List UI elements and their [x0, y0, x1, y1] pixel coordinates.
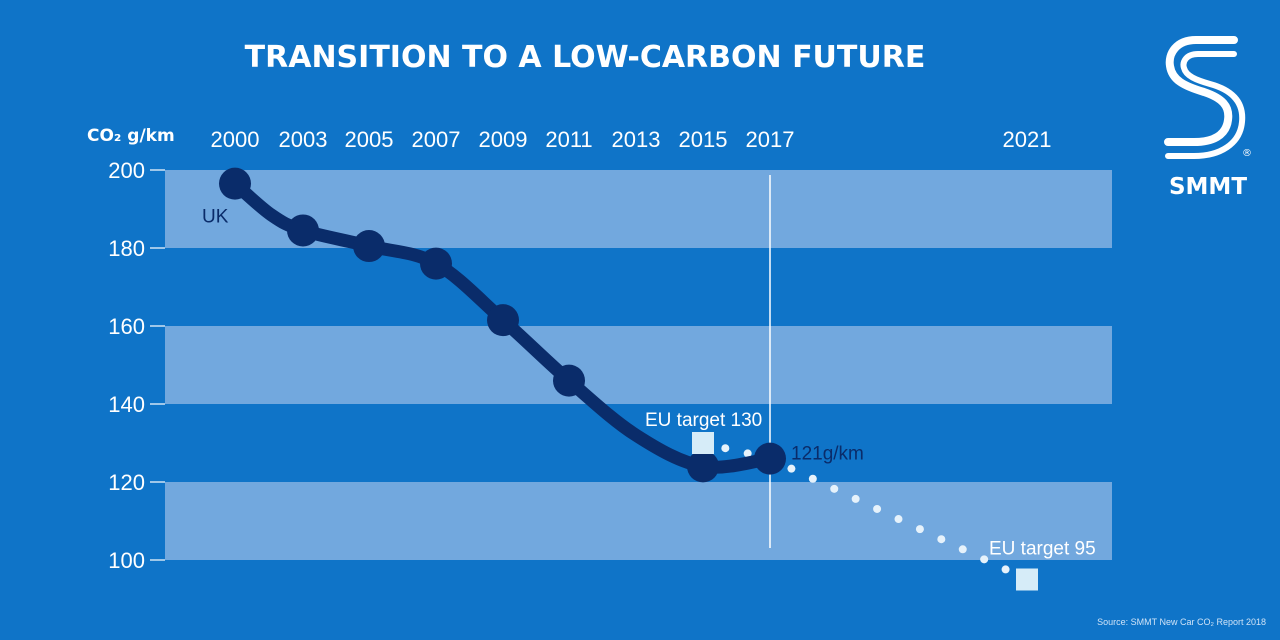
- y-tick-label: 180: [108, 236, 145, 261]
- uk-data-point: [687, 450, 719, 483]
- uk-data-point: [219, 167, 251, 200]
- chart-title: TRANSITION TO A LOW-CARBON FUTURE: [245, 40, 926, 75]
- projection-dot: [743, 449, 752, 458]
- uk-data-point: [420, 247, 452, 280]
- smmt-logo: ® SMMT: [1164, 36, 1252, 200]
- projection-dot: [958, 545, 967, 554]
- y-axis-label: CO₂ g/km: [87, 126, 175, 146]
- y-tick-label: 160: [108, 314, 145, 339]
- x-tick-label: 2013: [612, 127, 661, 152]
- projection-dot: [894, 515, 903, 524]
- x-tick-label: 2011: [545, 127, 592, 152]
- uk-data-point: [287, 214, 319, 247]
- projection-dot: [915, 525, 924, 534]
- uk-data-point: [553, 364, 585, 397]
- x-tick-label: 2003: [279, 127, 328, 152]
- logo-text: SMMT: [1169, 174, 1247, 200]
- x-tick-label: 2000: [211, 127, 260, 152]
- value-annotation-121: 121g/km: [791, 444, 864, 465]
- projection-dot: [721, 444, 730, 453]
- projection-dot: [873, 504, 882, 513]
- band-1: [165, 326, 1112, 404]
- projection-dot: [980, 555, 989, 564]
- eu-target-marker: [692, 432, 714, 454]
- smmt-logo-mark: [1164, 36, 1238, 146]
- x-tick-label: 2021: [1003, 127, 1052, 152]
- uk-data-point: [754, 442, 786, 475]
- projection-dot: [937, 535, 946, 544]
- eu-target-marker: [1016, 568, 1038, 591]
- y-tick-label: 140: [108, 392, 145, 417]
- projection-dot: [1001, 565, 1010, 574]
- uk-data-point: [353, 230, 385, 263]
- eu-target-130-label: EU target 130: [645, 410, 762, 431]
- projection-dot: [787, 464, 796, 473]
- registered-mark: ®: [1242, 148, 1252, 159]
- x-tick-label: 2015: [679, 127, 728, 152]
- projection-dot: [808, 474, 817, 483]
- y-tick-label: 120: [108, 470, 145, 495]
- uk-data-point: [487, 304, 519, 337]
- x-tick-label: 2007: [412, 127, 461, 152]
- projection-dot: [830, 484, 839, 493]
- y-tick-label: 200: [108, 158, 145, 183]
- source-note: Source: SMMT New Car CO₂ Report 2018: [1097, 617, 1266, 627]
- eu-target-95-label: EU target 95: [989, 539, 1096, 560]
- y-tick-label: 100: [108, 548, 145, 573]
- x-tick-label: 2017: [746, 127, 795, 152]
- x-tick-label: 2009: [479, 127, 528, 152]
- band-2: [165, 482, 1112, 560]
- x-tick-label: 2005: [345, 127, 394, 152]
- projection-dot: [851, 494, 860, 503]
- series-label-uk: UK: [202, 207, 229, 228]
